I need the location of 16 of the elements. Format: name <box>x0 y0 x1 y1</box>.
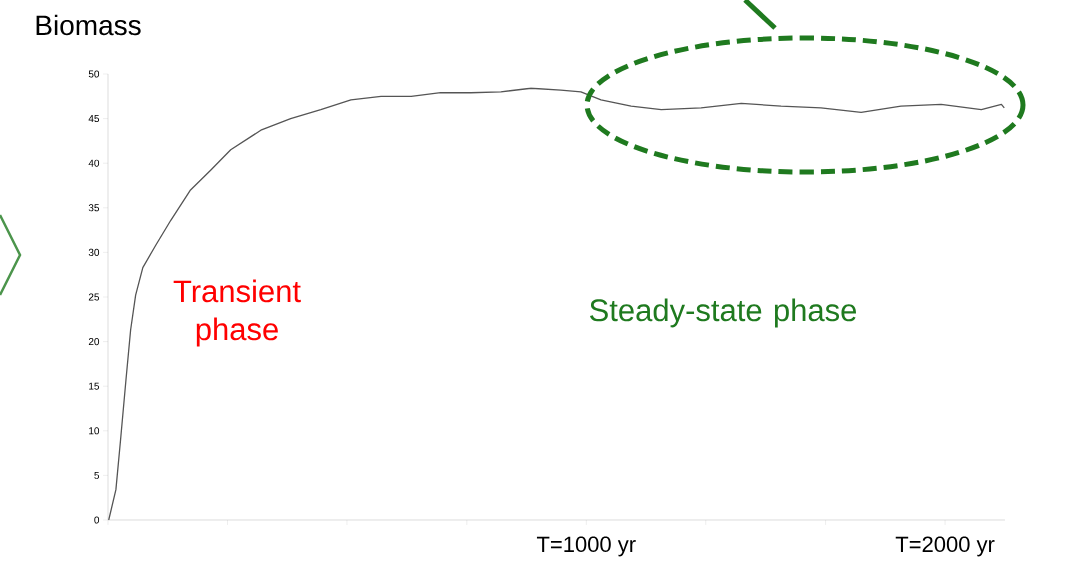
y-tick-label: 5 <box>94 471 100 479</box>
y-tick-label: 35 <box>88 204 100 212</box>
y-tick-label: 15 <box>89 382 100 390</box>
annotation: Transient phase <box>173 279 301 347</box>
y-tick-label: 40 <box>88 159 100 167</box>
x-tick-label: T=1000 yr <box>536 536 636 557</box>
y-tick-label: 25 <box>88 293 100 301</box>
y-tick-label: 45 <box>88 115 100 123</box>
y-tick-label: 50 <box>88 70 100 78</box>
y-tick-label: 30 <box>88 248 100 256</box>
annotation: Steady-state phase <box>590 298 857 328</box>
y-axis-title: Biomass <box>36 14 141 36</box>
x-tick-label: T=2000 yr <box>895 536 995 557</box>
y-tick-label: 0 <box>94 516 100 524</box>
y-tick-label: 10 <box>89 427 100 435</box>
y-tick-label: 20 <box>88 338 100 346</box>
